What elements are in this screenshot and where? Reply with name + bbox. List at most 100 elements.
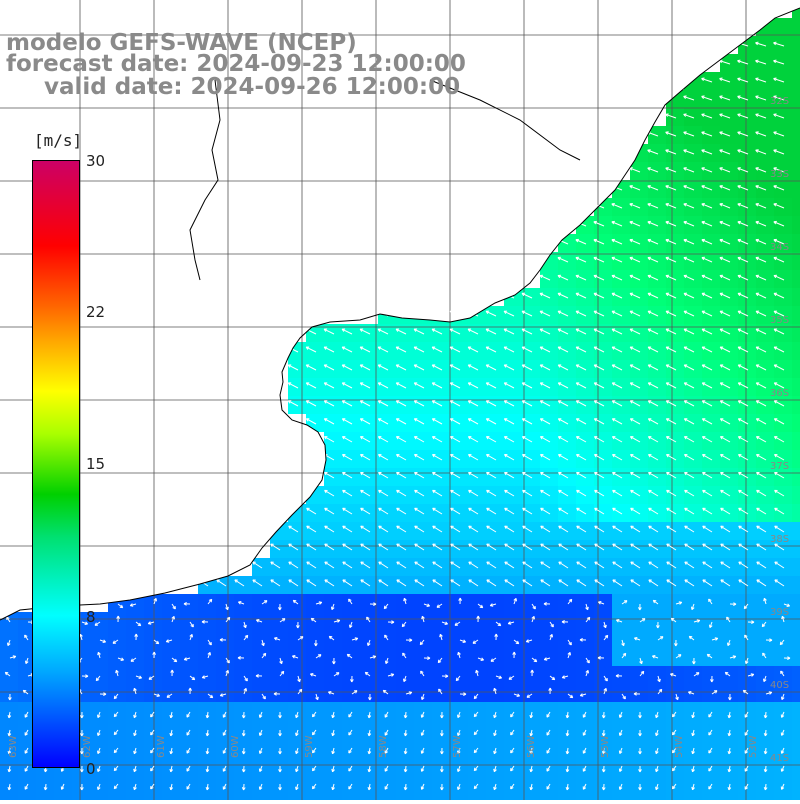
wind-cell [0, 792, 18, 800]
latitude-label: 34S [770, 242, 789, 253]
wind-cell [522, 666, 540, 684]
wind-cell [792, 288, 800, 306]
wind-cell [270, 774, 288, 792]
wind-cell [612, 648, 630, 666]
wind-cell [702, 90, 720, 108]
wind-cell [576, 774, 594, 792]
wind-cell [108, 630, 126, 648]
wind-cell [252, 630, 270, 648]
wind-cell [612, 702, 630, 720]
wind-cell [126, 684, 144, 702]
wind-cell [270, 684, 288, 702]
wind-cell [216, 774, 234, 792]
wind-cell [198, 684, 216, 702]
wind-cell [756, 72, 774, 90]
wind-cell [432, 612, 450, 630]
wind-cell [216, 666, 234, 684]
wind-cell [450, 648, 468, 666]
wind-cell [738, 234, 756, 252]
wind-cell [684, 252, 702, 270]
wind-cell [666, 252, 684, 270]
wind-cell [630, 216, 648, 234]
wind-cell [630, 198, 648, 216]
latitude-label: 32S [770, 96, 789, 107]
wind-cell [540, 684, 558, 702]
wind-cell [450, 792, 468, 800]
wind-cell [270, 666, 288, 684]
wind-cell [792, 198, 800, 216]
wind-cell [576, 720, 594, 738]
wind-cell [180, 684, 198, 702]
wind-cell [432, 648, 450, 666]
wind-cell [126, 792, 144, 800]
wind-cell [630, 738, 648, 756]
wind-cell [144, 774, 162, 792]
wind-cell [702, 234, 720, 252]
wind-cell [306, 666, 324, 684]
wind-cell [468, 612, 486, 630]
wind-cell [756, 144, 774, 162]
wind-cell [792, 576, 800, 594]
wind-cell [162, 612, 180, 630]
wind-cell [792, 738, 800, 756]
colorbar-tick-15: 15 [86, 455, 105, 473]
wind-cell [558, 612, 576, 630]
wind-cell [792, 720, 800, 738]
wind-cell [504, 684, 522, 702]
wind-cell [756, 792, 774, 800]
wind-cell [612, 774, 630, 792]
wind-cell [612, 216, 630, 234]
wind-cell [612, 684, 630, 702]
wind-cell [666, 216, 684, 234]
wind-cell [198, 792, 216, 800]
wind-cell [414, 630, 432, 648]
wind-cell [540, 630, 558, 648]
wind-cell [594, 648, 612, 666]
wind-cell [180, 612, 198, 630]
wind-cell [108, 774, 126, 792]
wind-cell [702, 126, 720, 144]
wind-cell [558, 666, 576, 684]
wind-cell [648, 144, 666, 162]
longitude-label: 55W [600, 735, 611, 758]
wind-cell [432, 666, 450, 684]
wind-cell [576, 684, 594, 702]
wind-cell [378, 792, 396, 800]
wind-cell [108, 792, 126, 800]
wind-cell [576, 666, 594, 684]
wind-cell [666, 180, 684, 198]
wind-cell [648, 630, 666, 648]
wind-cell [468, 648, 486, 666]
wind-cell [792, 414, 800, 432]
wind-cell [180, 666, 198, 684]
wind-cell [630, 162, 648, 180]
wind-cell [306, 792, 324, 800]
wind-cell [720, 144, 738, 162]
wind-cell [738, 90, 756, 108]
wind-cell [702, 198, 720, 216]
wind-cell [558, 648, 576, 666]
wind-cell [504, 738, 522, 756]
wind-cell [702, 720, 720, 738]
wind-cell [774, 72, 792, 90]
wind-cell [414, 720, 432, 738]
wind-cell [792, 270, 800, 288]
wind-cell [738, 774, 756, 792]
wind-cell [162, 594, 180, 612]
wind-cell [738, 126, 756, 144]
wind-cell [576, 630, 594, 648]
wind-cell [252, 666, 270, 684]
wind-cell [270, 738, 288, 756]
wind-cell [666, 684, 684, 702]
wind-cell [486, 666, 504, 684]
wind-cell [594, 630, 612, 648]
colorbar [32, 160, 80, 768]
wind-cell [342, 684, 360, 702]
wind-cell [270, 702, 288, 720]
wind-cell [684, 162, 702, 180]
latitude-label: 39S [770, 607, 789, 618]
wind-cell [774, 216, 792, 234]
wind-cell [792, 612, 800, 630]
wind-cell [738, 54, 756, 72]
wind-cell [90, 648, 108, 666]
